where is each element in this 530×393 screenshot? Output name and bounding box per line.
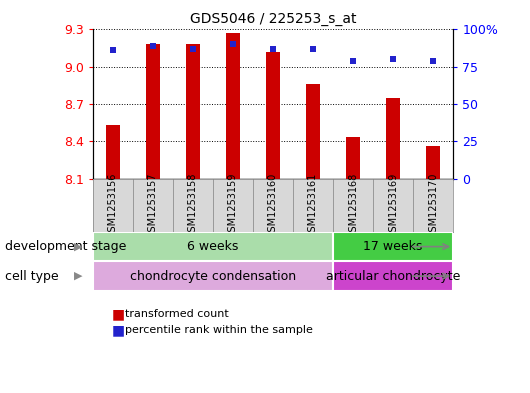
Bar (186, 44, 200, 179)
Text: GSM1253170: GSM1253170 (428, 173, 438, 238)
Text: development stage: development stage (5, 240, 127, 253)
Text: ■: ■ (111, 323, 125, 337)
Bar (306, 84, 320, 179)
Text: 17 weeks: 17 weeks (364, 240, 423, 253)
Bar (333, 232, 453, 261)
Text: GSM1253159: GSM1253159 (228, 173, 238, 238)
Text: 6 weeks: 6 weeks (187, 240, 239, 253)
Bar (106, 125, 120, 179)
Text: GSM1253157: GSM1253157 (148, 173, 158, 238)
Bar (266, 52, 280, 179)
Text: ▶: ▶ (74, 242, 83, 252)
Bar (226, 33, 240, 179)
Text: transformed count: transformed count (125, 309, 228, 320)
Text: GSM1253156: GSM1253156 (108, 173, 118, 238)
Text: percentile rank within the sample: percentile rank within the sample (125, 325, 312, 335)
Bar (93, 232, 333, 261)
Text: GSM1253160: GSM1253160 (268, 173, 278, 238)
Bar (346, 136, 360, 179)
Text: chondrocyte condensation: chondrocyte condensation (130, 270, 296, 283)
Text: ■: ■ (111, 307, 125, 321)
Bar (93, 261, 333, 291)
Text: GSM1253161: GSM1253161 (308, 173, 318, 238)
Bar (146, 44, 160, 179)
Text: GSM1253158: GSM1253158 (188, 173, 198, 238)
Text: GSM1253168: GSM1253168 (348, 173, 358, 238)
Text: articular chondrocyte: articular chondrocyte (326, 270, 460, 283)
Bar (333, 261, 453, 291)
Text: GSM1253169: GSM1253169 (388, 173, 398, 238)
Bar (386, 98, 400, 179)
Text: cell type: cell type (5, 270, 59, 283)
Bar (426, 147, 440, 179)
Title: GDS5046 / 225253_s_at: GDS5046 / 225253_s_at (190, 12, 356, 26)
Text: ▶: ▶ (74, 271, 83, 281)
